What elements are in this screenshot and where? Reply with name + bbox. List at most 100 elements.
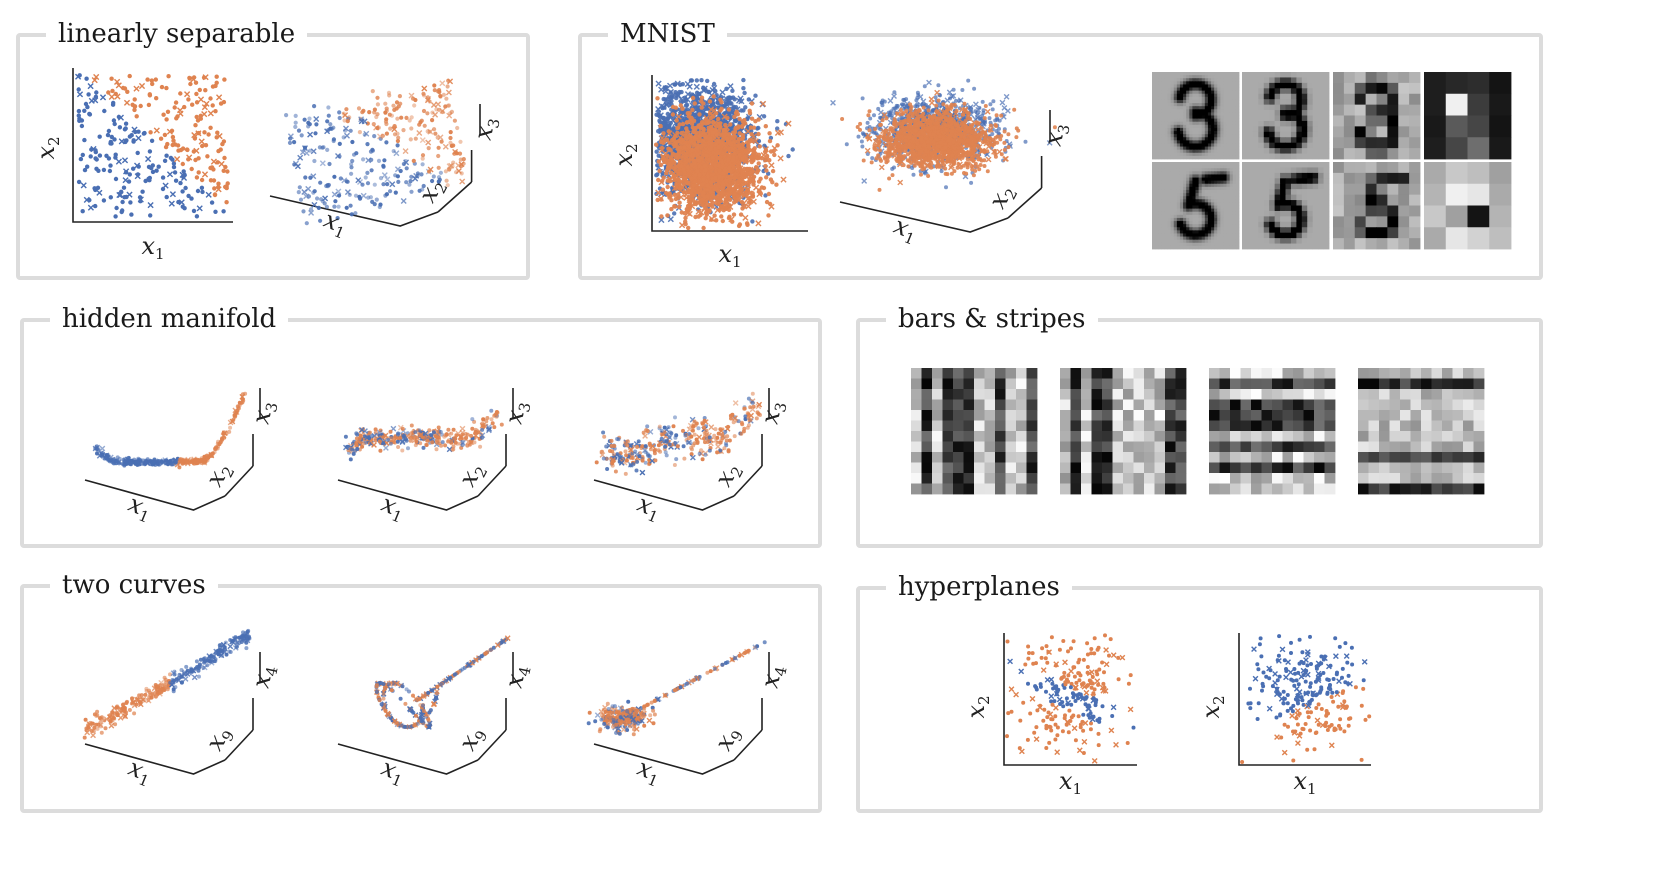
data-point — [377, 204, 382, 210]
data-point — [180, 189, 185, 194]
data-point — [710, 169, 715, 174]
data-point — [146, 102, 152, 108]
data-point — [396, 104, 401, 109]
data-point — [77, 116, 82, 122]
data-point — [669, 206, 674, 212]
data-point — [313, 131, 318, 136]
data-point — [331, 191, 338, 198]
data-point — [130, 102, 135, 108]
data-point — [448, 111, 453, 116]
data-point — [344, 189, 351, 196]
data-point — [860, 131, 865, 136]
data-point — [315, 196, 320, 201]
data-point — [422, 123, 427, 128]
data-point — [403, 159, 408, 164]
data-point — [293, 124, 298, 129]
data-point — [726, 100, 731, 105]
data-point — [135, 135, 142, 142]
data-point — [746, 97, 751, 102]
data-point — [436, 145, 441, 150]
data-point — [684, 126, 689, 131]
data-point — [684, 136, 689, 141]
data-point — [674, 155, 679, 160]
data-point — [697, 172, 702, 178]
data-point — [772, 152, 777, 158]
data-point — [166, 128, 173, 135]
data-point — [335, 216, 340, 221]
data-point — [347, 115, 352, 120]
data-point — [939, 169, 944, 174]
data-point — [115, 82, 122, 89]
data-point — [197, 96, 205, 103]
data-point — [92, 97, 99, 104]
data-point — [662, 159, 667, 165]
data-point — [663, 190, 669, 196]
data-point — [108, 195, 114, 200]
data-point — [94, 90, 99, 95]
data-point — [690, 147, 695, 153]
data-point — [293, 113, 298, 118]
data-point — [328, 122, 333, 127]
data-point — [417, 188, 422, 193]
data-point — [732, 118, 738, 123]
data-point — [660, 187, 666, 192]
data-point — [307, 131, 314, 138]
data-point — [207, 110, 214, 117]
data-point — [337, 115, 342, 121]
data-point — [427, 129, 432, 134]
data-point — [118, 138, 125, 145]
data-point — [408, 137, 413, 142]
data-point — [882, 99, 887, 104]
data-point — [713, 162, 718, 168]
data-point — [696, 158, 702, 163]
data-point — [348, 128, 353, 133]
data-point — [698, 125, 703, 131]
data-point — [164, 117, 169, 122]
data-point — [663, 101, 669, 106]
data-point — [361, 108, 366, 113]
data-point — [447, 167, 452, 172]
data-point — [681, 175, 686, 180]
data-point — [1002, 147, 1007, 152]
data-point — [983, 120, 987, 125]
data-point — [134, 114, 139, 119]
data-point — [393, 173, 398, 178]
data-point — [120, 199, 125, 205]
data-point — [385, 182, 390, 187]
data-point — [93, 148, 98, 153]
data-point — [393, 150, 400, 157]
data-point — [110, 88, 115, 94]
data-point — [926, 79, 932, 86]
data-point — [316, 205, 321, 210]
data-point — [665, 153, 670, 159]
data-point — [673, 90, 678, 95]
data-point — [210, 158, 217, 165]
data-point — [716, 139, 722, 144]
data-point — [682, 145, 687, 150]
data-point — [753, 151, 758, 156]
data-point — [383, 119, 389, 124]
data-point — [82, 137, 87, 143]
data-point — [449, 109, 454, 114]
data-point — [445, 89, 452, 96]
data-point — [861, 178, 868, 184]
data-point — [712, 187, 717, 192]
data-point — [303, 175, 308, 180]
data-point — [101, 167, 107, 173]
data-point — [203, 143, 209, 148]
data-point — [705, 208, 710, 214]
data-point — [717, 196, 722, 202]
data-point — [365, 181, 371, 186]
data-point — [451, 160, 456, 165]
data-point — [87, 111, 92, 117]
data-point — [82, 167, 88, 173]
data-point — [709, 180, 714, 185]
data-point — [162, 158, 168, 163]
data-point — [707, 111, 713, 116]
data-point — [712, 213, 717, 218]
data-point — [357, 179, 363, 185]
data-point — [750, 191, 755, 196]
data-point — [770, 180, 775, 185]
data-point — [203, 100, 210, 107]
data-point — [168, 155, 174, 161]
